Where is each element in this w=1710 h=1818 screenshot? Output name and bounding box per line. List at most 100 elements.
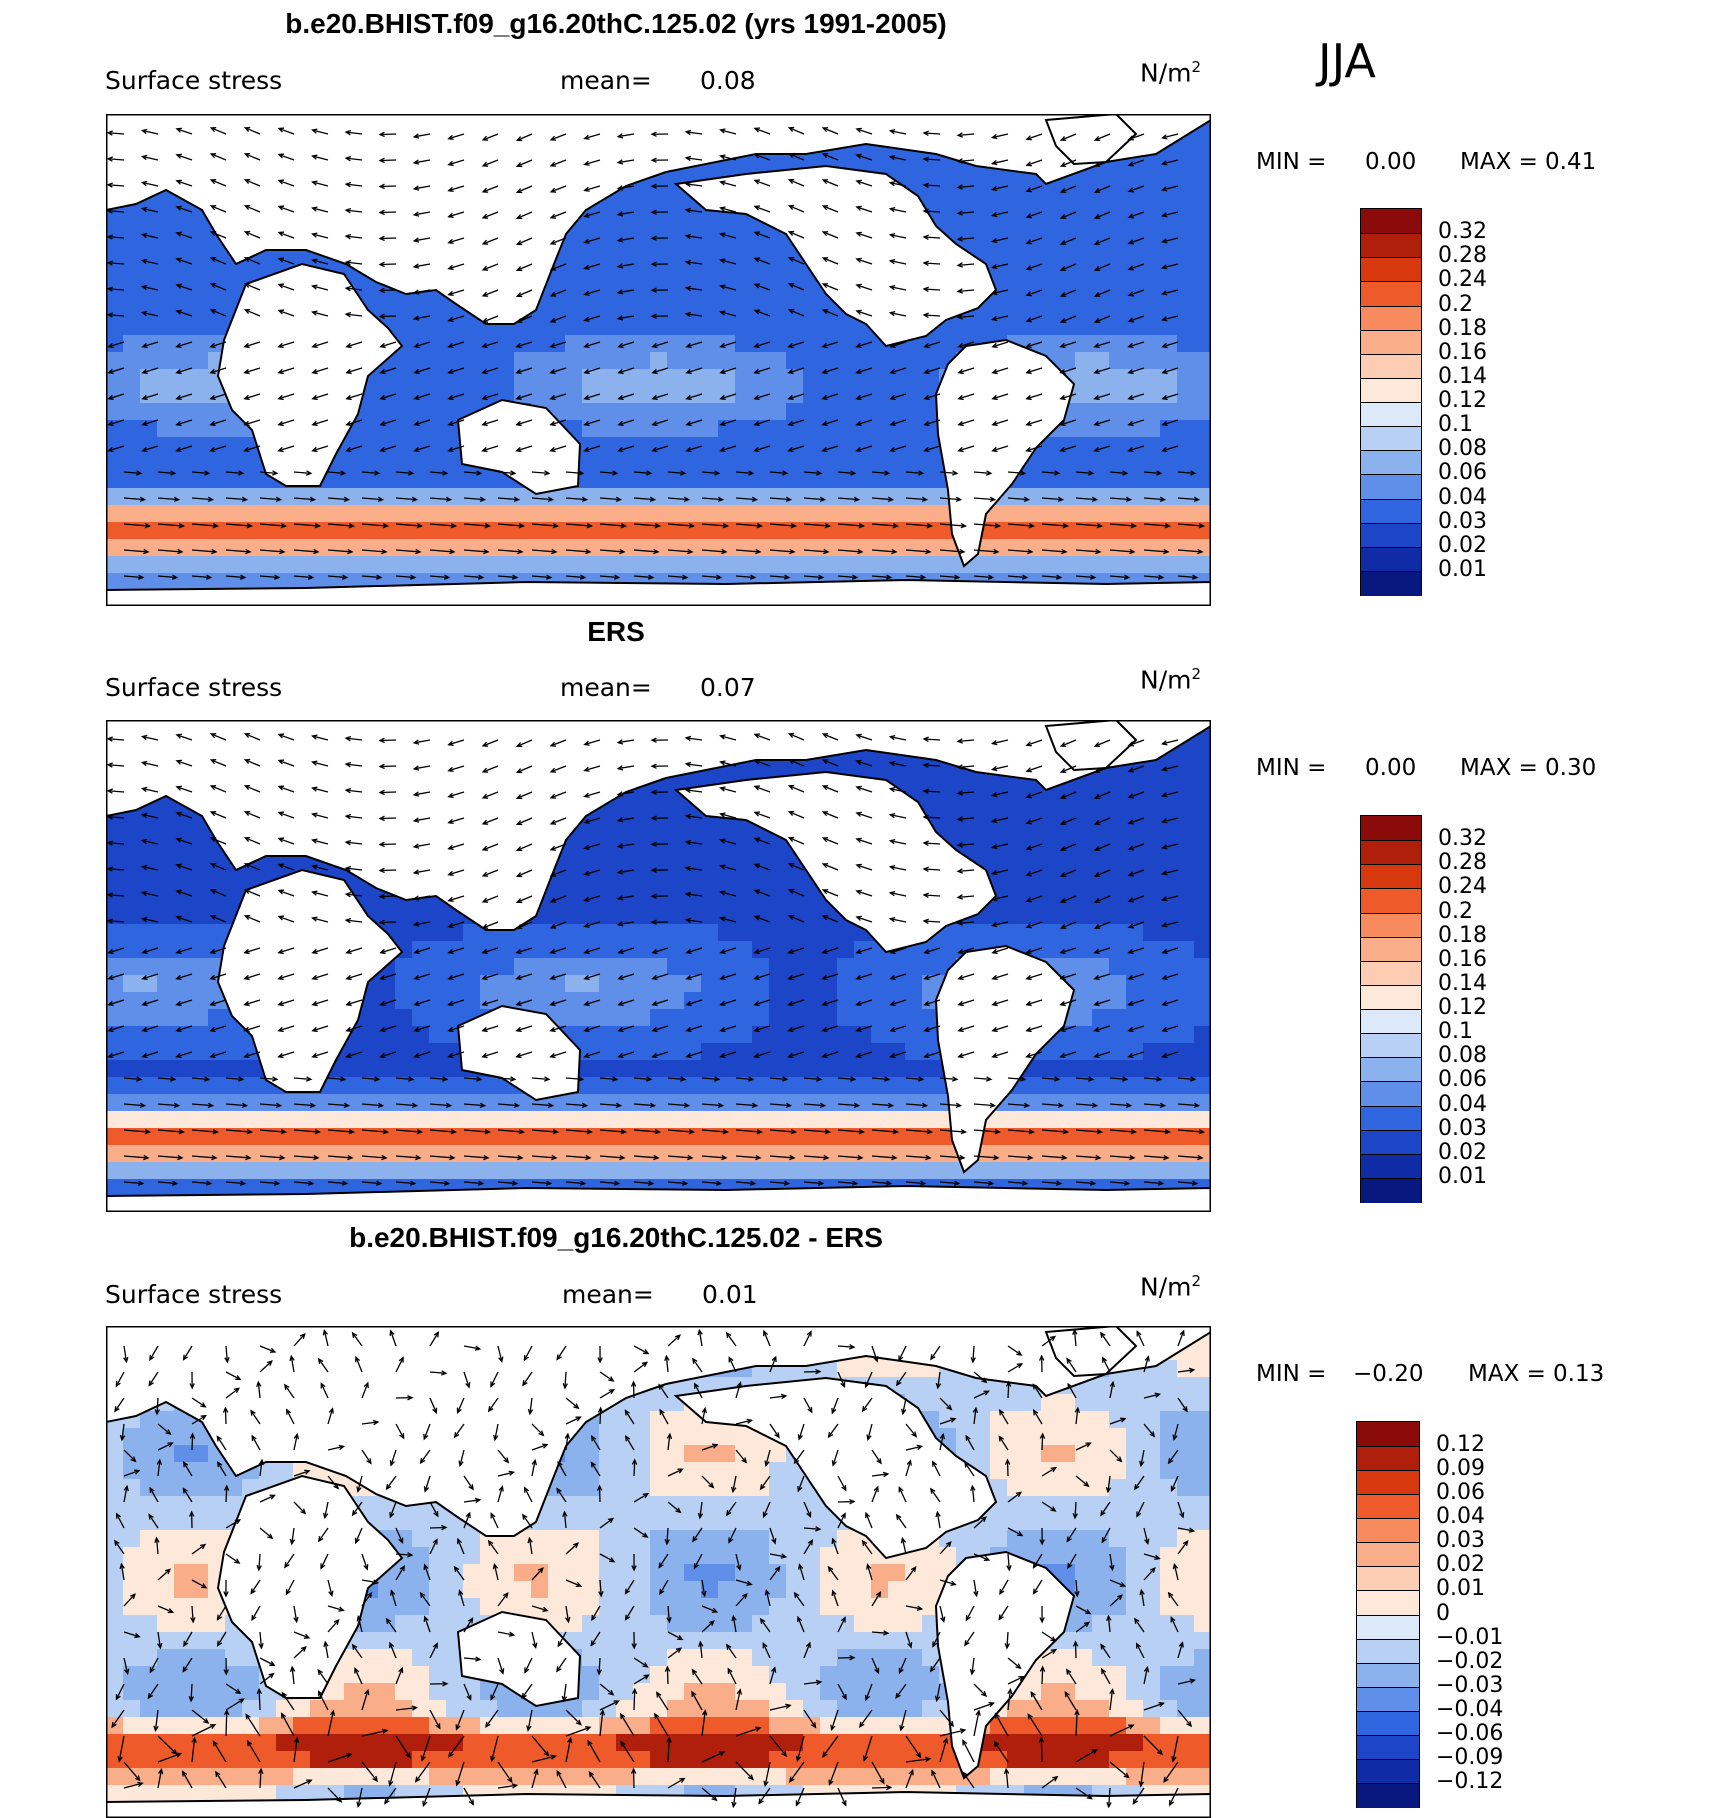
colorbar-level-label: −0.09: [1436, 1745, 1503, 1770]
colorbar-level-label: 0.04: [1438, 1092, 1487, 1117]
panel-3-max-label: MAX =: [1468, 1361, 1546, 1387]
colorbar-swatch: [1361, 888, 1421, 913]
colorbar-swatch: [1361, 474, 1421, 499]
colorbar-level-label: 0.18: [1438, 316, 1487, 341]
colorbar-swatch: [1357, 1590, 1419, 1615]
panel-2-min-label: MIN =: [1256, 755, 1326, 781]
colorbar-level-label: 0.06: [1438, 460, 1487, 485]
panel-2-max-value: 0.30: [1545, 755, 1596, 781]
panel-3-title: b.e20.BHIST.f09_g16.20thC.125.02 - ERS: [0, 1222, 1232, 1254]
colorbar-swatch: [1361, 1009, 1421, 1034]
colorbar-swatch: [1361, 378, 1421, 403]
colorbar-swatch: [1361, 816, 1421, 841]
colorbar-level-label: 0.06: [1438, 1067, 1487, 1092]
panel-2-map: [106, 720, 1211, 1212]
colorbar-swatch: [1361, 499, 1421, 524]
panel-2-title: ERS: [0, 616, 1232, 648]
colorbar-level-label: 0.24: [1438, 874, 1487, 899]
colorbar-level-label: −0.04: [1436, 1697, 1503, 1722]
panel-3-min-label: MIN =: [1256, 1361, 1326, 1387]
colorbar-swatch: [1357, 1735, 1419, 1760]
panel-1-colorbar: [1360, 208, 1422, 596]
colorbar-level-label: 0.04: [1436, 1504, 1485, 1529]
colorbar-level-label: −0.03: [1436, 1673, 1503, 1698]
panel-1-title: b.e20.BHIST.f09_g16.20thC.125.02 (yrs 19…: [0, 8, 1232, 40]
panel-3-mean-value: 0.01: [702, 1280, 758, 1309]
panel-1-max-label: MAX =: [1460, 149, 1538, 175]
panel-2-colorbar: [1360, 815, 1422, 1203]
colorbar-swatch: [1361, 354, 1421, 379]
panel-1-units: N/m2: [1140, 58, 1201, 87]
colorbar-swatch: [1361, 1033, 1421, 1058]
colorbar-swatch: [1361, 1154, 1421, 1179]
colorbar-level-label: 0.06: [1436, 1480, 1485, 1505]
colorbar-level-label: −0.12: [1436, 1769, 1503, 1794]
colorbar-level-label: 0.18: [1438, 923, 1487, 948]
colorbar-swatch: [1357, 1422, 1419, 1447]
colorbar-swatch: [1361, 1130, 1421, 1155]
colorbar-level-label: 0.1: [1438, 1019, 1473, 1044]
colorbar-swatch: [1357, 1759, 1419, 1784]
panel-3-variable: Surface stress: [105, 1280, 282, 1309]
colorbar-swatch: [1357, 1494, 1419, 1519]
colorbar-swatch: [1361, 1057, 1421, 1082]
panel-2-max-label: MAX =: [1460, 755, 1538, 781]
colorbar-swatch: [1361, 209, 1421, 234]
colorbar-level-label: 0.08: [1438, 436, 1487, 461]
colorbar-swatch: [1357, 1470, 1419, 1495]
colorbar-swatch: [1361, 426, 1421, 451]
panel-1-max-value: 0.41: [1545, 149, 1596, 175]
colorbar-level-label: −0.02: [1436, 1649, 1503, 1674]
colorbar-swatch: [1361, 937, 1421, 962]
colorbar-level-label: 0.09: [1436, 1456, 1485, 1481]
colorbar-swatch: [1357, 1711, 1419, 1736]
panel-2-mean-label: mean=: [560, 673, 652, 702]
colorbar-level-label: 0.16: [1438, 947, 1487, 972]
panel-2-units: N/m2: [1140, 665, 1201, 694]
colorbar-swatch: [1361, 840, 1421, 865]
colorbar-level-label: 0.12: [1438, 388, 1487, 413]
colorbar-swatch: [1361, 1178, 1421, 1203]
panel-3-units: N/m2: [1140, 1272, 1201, 1301]
panel-3-max-value: 0.13: [1553, 1361, 1604, 1387]
panel-3-min-value: −0.20: [1353, 1361, 1423, 1387]
colorbar-swatch: [1357, 1783, 1419, 1808]
colorbar-swatch: [1357, 1663, 1419, 1688]
colorbar-swatch: [1361, 1106, 1421, 1131]
panel-1-mean-label: mean=: [560, 66, 652, 95]
colorbar-level-label: 0.12: [1438, 995, 1487, 1020]
panel-1-min-value: 0.00: [1365, 149, 1416, 175]
colorbar-level-label: 0.02: [1438, 1140, 1487, 1165]
colorbar-swatch: [1361, 257, 1421, 282]
panel-2-mean-value: 0.07: [700, 673, 756, 702]
colorbar-swatch: [1361, 450, 1421, 475]
colorbar-swatch: [1361, 864, 1421, 889]
colorbar-swatch: [1361, 1081, 1421, 1106]
colorbar-level-label: 0.28: [1438, 850, 1487, 875]
colorbar-swatch: [1357, 1566, 1419, 1591]
colorbar-level-label: 0.28: [1438, 243, 1487, 268]
panel-3-mean-label: mean=: [562, 1280, 654, 1309]
colorbar-level-label: 0.32: [1438, 219, 1487, 244]
panel-3-colorbar: [1356, 1421, 1420, 1808]
colorbar-level-label: 0.03: [1436, 1528, 1485, 1553]
colorbar-level-label: −0.01: [1436, 1625, 1503, 1650]
colorbar-swatch: [1357, 1446, 1419, 1471]
colorbar-level-label: 0.02: [1438, 533, 1487, 558]
colorbar-level-label: 0.08: [1438, 1043, 1487, 1068]
colorbar-level-label: 0.03: [1438, 1116, 1487, 1141]
colorbar-level-label: 0.12: [1436, 1432, 1485, 1457]
season-label: JJA: [1318, 34, 1376, 88]
colorbar-swatch: [1361, 402, 1421, 427]
colorbar-swatch: [1357, 1615, 1419, 1640]
colorbar-swatch: [1361, 547, 1421, 572]
colorbar-level-label: 0.14: [1438, 364, 1487, 389]
colorbar-swatch: [1361, 985, 1421, 1010]
panel-2-variable: Surface stress: [105, 673, 282, 702]
colorbar-level-label: 0.32: [1438, 826, 1487, 851]
colorbar-swatch: [1357, 1518, 1419, 1543]
colorbar-swatch: [1361, 961, 1421, 986]
colorbar-level-label: −0.06: [1436, 1721, 1503, 1746]
colorbar-level-label: 0.24: [1438, 267, 1487, 292]
panel-1-mean-value: 0.08: [700, 66, 756, 95]
